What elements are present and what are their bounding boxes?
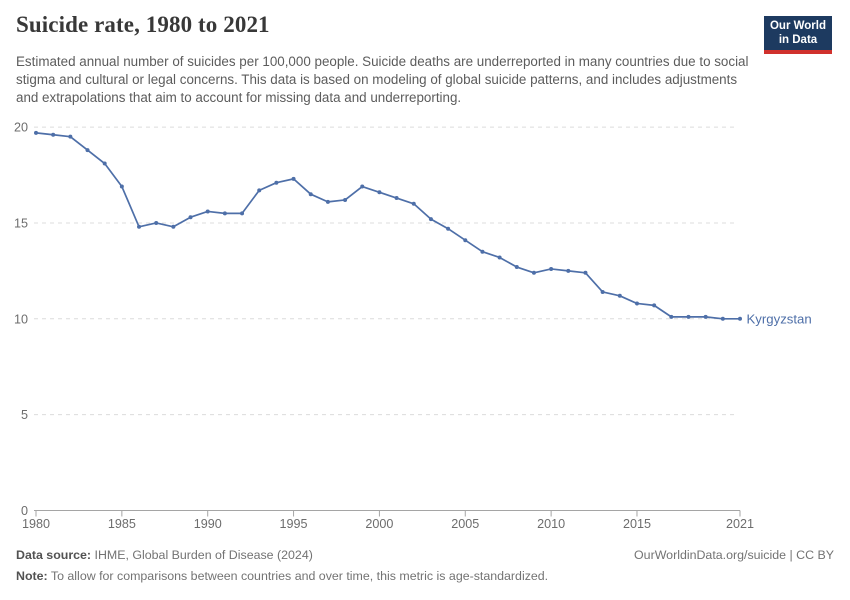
data-point[interactable] [68, 134, 73, 139]
data-point[interactable] [703, 314, 708, 319]
data-point[interactable] [188, 215, 193, 220]
data-point[interactable] [669, 314, 674, 319]
data-point[interactable] [463, 238, 468, 243]
data-point[interactable] [549, 266, 554, 271]
y-axis-tick-label: 20 [14, 121, 28, 135]
data-point[interactable] [240, 211, 245, 216]
data-point[interactable] [480, 249, 485, 254]
data-point[interactable] [291, 176, 296, 181]
x-axis-tick-label: 2010 [537, 517, 565, 531]
x-axis-tick-label: 2021 [726, 517, 754, 531]
y-axis-tick-label: 10 [14, 312, 28, 326]
data-point[interactable] [428, 217, 433, 222]
data-point[interactable] [205, 209, 210, 214]
data-source-label: Data source: [16, 548, 92, 562]
data-point[interactable] [497, 255, 502, 260]
data-point[interactable] [411, 201, 416, 206]
data-point[interactable] [274, 180, 279, 185]
data-source-value: IHME, Global Burden of Disease (2024) [94, 548, 313, 562]
data-point[interactable] [137, 224, 142, 229]
data-point[interactable] [617, 293, 622, 298]
data-point[interactable] [360, 184, 365, 189]
data-point[interactable] [600, 289, 605, 294]
data-point[interactable] [377, 190, 382, 195]
data-point[interactable] [34, 130, 38, 135]
data-point[interactable] [325, 199, 330, 204]
data-point[interactable] [634, 301, 639, 306]
data-point[interactable] [738, 316, 742, 321]
x-axis-tick-label: 2000 [365, 517, 393, 531]
data-point[interactable] [257, 188, 262, 193]
x-axis-tick-label: 2005 [451, 517, 479, 531]
data-point[interactable] [102, 161, 107, 166]
data-point[interactable] [446, 226, 451, 231]
data-point[interactable] [119, 184, 124, 189]
data-point[interactable] [531, 270, 536, 275]
data-point[interactable] [514, 265, 519, 270]
data-point[interactable] [343, 197, 348, 202]
note-value: To allow for comparisons between countri… [50, 569, 549, 583]
footer-source-row: Data source: IHME, Global Burden of Dise… [16, 548, 834, 562]
y-axis-tick-label: 5 [21, 408, 28, 422]
footer-link[interactable]: OurWorldinData.org/suicide | CC BY [634, 548, 834, 562]
y-axis-tick-label: 15 [14, 216, 28, 230]
x-axis-tick-label: 2015 [623, 517, 651, 531]
data-point[interactable] [222, 211, 227, 216]
footer-note-row: Note: To allow for comparisons between c… [16, 569, 548, 583]
owid-logo-line2: in Data [778, 33, 818, 46]
x-axis-tick-label: 1985 [108, 517, 136, 531]
chart-subtitle: Estimated annual number of suicides per … [16, 54, 749, 105]
data-source: Data source: IHME, Global Burden of Dise… [16, 548, 313, 562]
series-end-label[interactable]: Kyrgyzstan [747, 311, 812, 326]
data-point[interactable] [51, 132, 56, 137]
data-point[interactable] [171, 224, 176, 229]
data-point[interactable] [720, 316, 725, 321]
owid-logo-line1: Our World [769, 20, 826, 32]
data-point[interactable] [583, 270, 588, 275]
x-axis-tick-label: 1995 [280, 517, 308, 531]
owid-logo[interactable]: Our World in Data [764, 16, 832, 54]
data-point[interactable] [394, 196, 399, 201]
data-point[interactable] [652, 303, 657, 308]
data-point[interactable] [566, 268, 571, 273]
data-point[interactable] [154, 220, 159, 225]
series-line-kyrgyzstan[interactable] [35, 132, 741, 320]
page-title: Suicide rate, 1980 to 2021 [16, 12, 270, 37]
x-axis-tick-label: 1990 [194, 517, 222, 531]
data-point[interactable] [686, 314, 691, 319]
note-label: Note: [16, 569, 48, 583]
x-axis-tick-label: 1980 [22, 517, 50, 531]
y-axis-tick-label: 0 [21, 504, 28, 518]
data-point[interactable] [308, 192, 313, 197]
data-point[interactable] [85, 148, 90, 153]
